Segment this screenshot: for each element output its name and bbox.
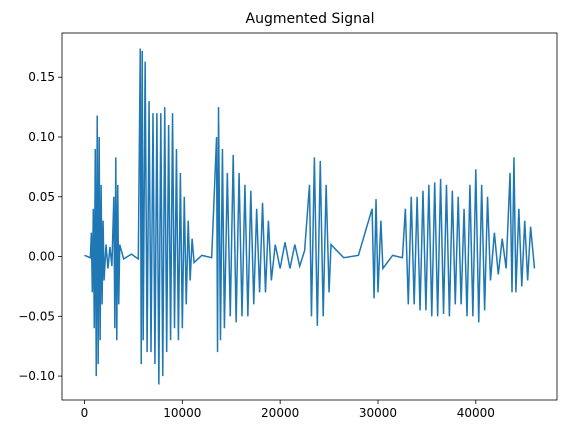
signal-line <box>84 48 536 385</box>
plot-frame <box>61 32 558 401</box>
y-tick-label: 0.05 <box>28 190 55 204</box>
y-tick-label: 0.10 <box>28 130 55 144</box>
x-tick-label: 40000 <box>457 406 495 420</box>
x-tick-label: 0 <box>81 406 89 420</box>
x-tick-label: 30000 <box>359 406 397 420</box>
x-tick-label: 20000 <box>261 406 299 420</box>
y-tick-label: 0.00 <box>28 250 55 264</box>
y-tick-label: 0.15 <box>28 70 55 84</box>
y-tick-label: −0.05 <box>18 309 55 323</box>
x-tick-label: 10000 <box>163 406 201 420</box>
chart-title: Augmented Signal <box>246 11 375 27</box>
y-tick-label: −0.10 <box>18 369 55 383</box>
